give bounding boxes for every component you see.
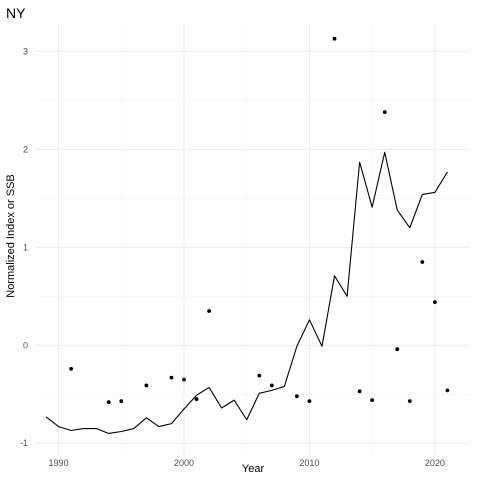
x-tick-label: 2020 — [425, 458, 445, 468]
data-point — [69, 366, 74, 371]
grid — [36, 24, 470, 455]
x-tick-label: 2000 — [174, 458, 194, 468]
tick-labels: 1990 2000 2010 2020 -1 0 1 2 3 — [20, 46, 445, 468]
data-point — [194, 397, 199, 402]
data-point — [395, 347, 400, 352]
data-point — [257, 373, 262, 378]
series-layer — [45, 36, 450, 434]
data-point — [445, 388, 450, 393]
data-point — [420, 260, 425, 264]
data-point — [307, 399, 312, 404]
data-point — [207, 309, 211, 313]
y-axis-title: Normalized Index or SSB — [5, 174, 17, 298]
data-point — [382, 110, 387, 115]
data-point — [357, 389, 362, 394]
y-tick-label: 2 — [23, 144, 28, 154]
data-point — [370, 398, 375, 403]
data-point — [295, 394, 299, 399]
x-tick-label: 1990 — [49, 458, 69, 468]
x-tick-label: 2010 — [299, 458, 319, 468]
data-point — [332, 36, 337, 41]
chart-title: NY — [6, 5, 26, 21]
data-point — [119, 399, 124, 404]
x-axis-title: Year — [242, 463, 265, 475]
y-tick-label: 1 — [23, 242, 28, 252]
data-point — [432, 300, 437, 305]
data-point — [144, 383, 149, 388]
data-point — [106, 400, 111, 405]
y-tick-label: -1 — [20, 438, 28, 448]
y-tick-label: 3 — [23, 46, 28, 56]
data-point — [169, 375, 174, 380]
data-point — [182, 377, 186, 382]
data-point — [269, 383, 274, 388]
y-tick-label: 0 — [23, 340, 28, 350]
data-point — [407, 399, 412, 404]
series-line — [45, 151, 448, 434]
